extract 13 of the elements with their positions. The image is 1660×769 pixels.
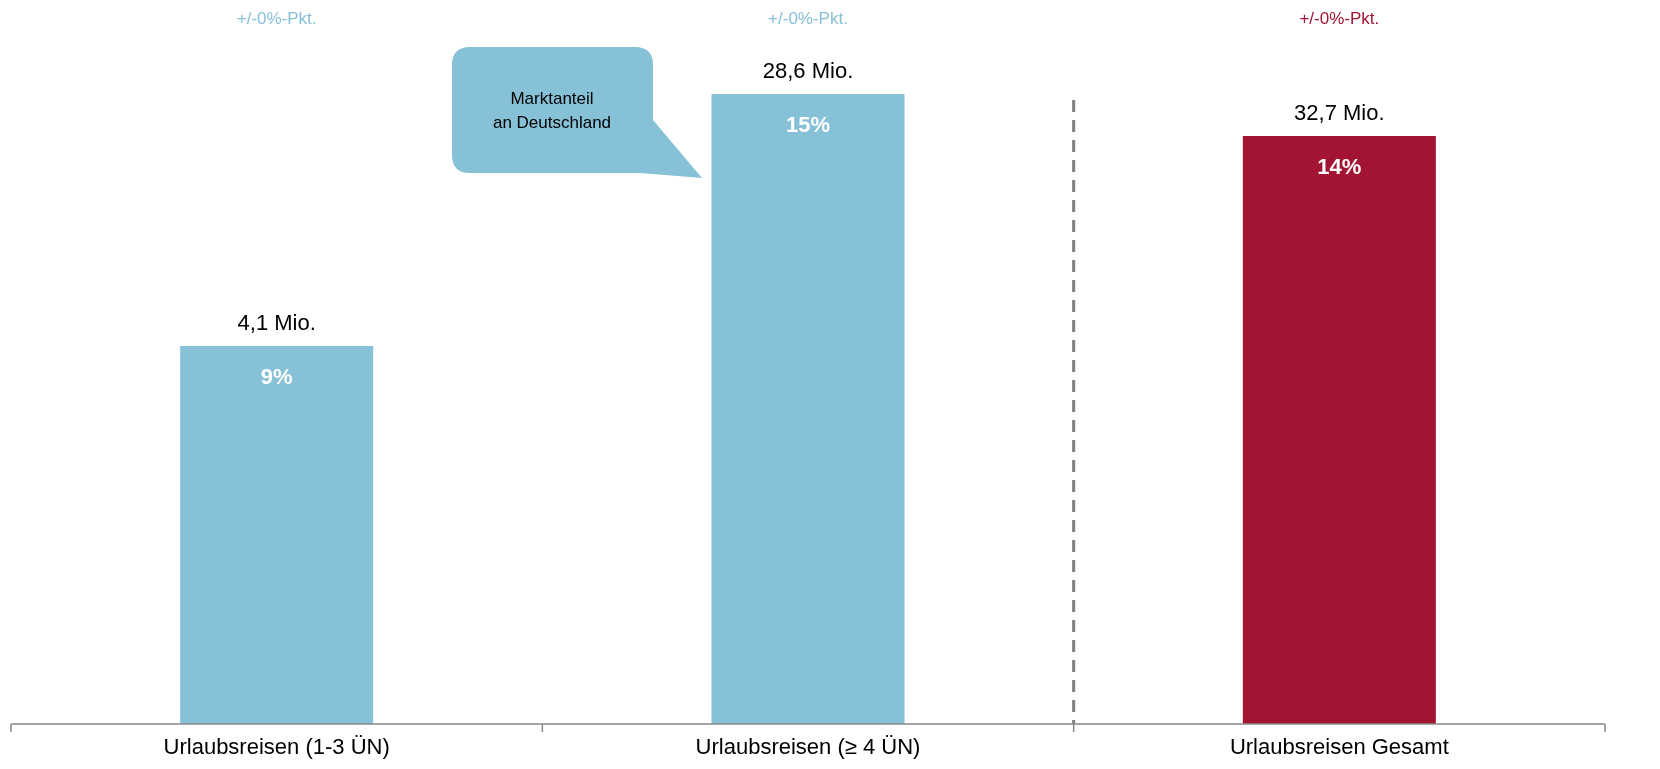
annotation: 32,7 Mio. [1294, 100, 1385, 125]
text: +/-0%-Pkt. [768, 9, 848, 28]
x-tick-label: Urlaubsreisen (≥ 4 ÜN) [695, 734, 921, 759]
data-label: 9% [260, 364, 293, 389]
annotation: Marktanteil an Deutschland [492, 89, 612, 132]
annotation: 4,1 Mio. [237, 310, 316, 335]
data-label: 14% [1317, 154, 1362, 179]
annotation: 28,6 Mio. [762, 58, 854, 83]
data-label: 15% [785, 112, 831, 137]
text: +/-0%-Pkt. [1299, 9, 1380, 28]
x-tick-label: Urlaubsreisen (1-3 ÜN) [163, 734, 390, 759]
text: +/-0%-Pkt. [236, 9, 317, 28]
x-tick-label: Urlaubsreisen Gesamt [1229, 734, 1449, 759]
